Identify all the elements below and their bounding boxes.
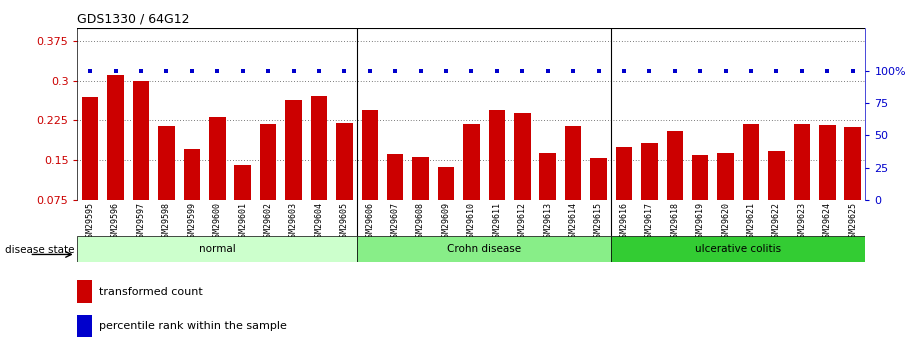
Text: GSM29608: GSM29608 [416, 202, 425, 242]
Text: GSM29613: GSM29613 [543, 202, 552, 242]
Text: GSM29622: GSM29622 [772, 202, 781, 242]
Bar [793, 124, 810, 240]
Bar [357, 236, 611, 262]
Bar [183, 149, 200, 240]
Text: transformed count: transformed count [99, 287, 203, 297]
Text: GSM29605: GSM29605 [340, 202, 349, 242]
Text: GSM29607: GSM29607 [391, 202, 400, 242]
Text: GSM29619: GSM29619 [696, 202, 705, 242]
Text: GSM29624: GSM29624 [823, 202, 832, 242]
Bar [438, 167, 455, 240]
Text: GSM29614: GSM29614 [568, 202, 578, 242]
Bar [133, 81, 149, 240]
Bar [463, 124, 480, 240]
Text: GSM29609: GSM29609 [442, 202, 451, 242]
Text: GSM29601: GSM29601 [238, 202, 247, 242]
Text: GSM29623: GSM29623 [797, 202, 806, 242]
Text: GSM29616: GSM29616 [619, 202, 629, 242]
Text: GSM29617: GSM29617 [645, 202, 654, 242]
Bar [77, 315, 92, 337]
Bar [844, 127, 861, 240]
Text: GSM29600: GSM29600 [213, 202, 221, 242]
Bar [692, 155, 709, 240]
Bar [539, 153, 556, 240]
Text: ulcerative colitis: ulcerative colitis [695, 244, 782, 254]
Text: GSM29611: GSM29611 [492, 202, 501, 242]
Bar [768, 151, 784, 240]
Bar [413, 157, 429, 240]
Text: GSM29604: GSM29604 [314, 202, 323, 242]
Text: GSM29615: GSM29615 [594, 202, 603, 242]
Bar [209, 117, 226, 240]
Bar [514, 112, 530, 240]
Text: GSM29602: GSM29602 [263, 202, 272, 242]
Text: GSM29596: GSM29596 [111, 202, 120, 242]
Bar [107, 75, 124, 240]
Text: GSM29620: GSM29620 [722, 202, 730, 242]
Bar [82, 97, 98, 240]
Text: GDS1330 / 64G12: GDS1330 / 64G12 [77, 12, 189, 25]
Bar [742, 124, 760, 240]
Bar [311, 96, 327, 240]
Bar [667, 131, 683, 240]
Bar [159, 126, 175, 240]
Text: normal: normal [199, 244, 236, 254]
Bar [362, 110, 378, 240]
Text: GSM29625: GSM29625 [848, 202, 857, 242]
Text: percentile rank within the sample: percentile rank within the sample [99, 321, 287, 331]
Bar [260, 124, 276, 240]
Text: GSM29598: GSM29598 [162, 202, 171, 242]
Text: GSM29603: GSM29603 [289, 202, 298, 242]
Bar [234, 165, 251, 240]
Bar [77, 236, 357, 262]
Bar [488, 110, 505, 240]
Bar [616, 147, 632, 240]
Text: GSM29610: GSM29610 [467, 202, 476, 242]
Bar [565, 126, 581, 240]
Bar [285, 100, 302, 240]
Bar [717, 154, 734, 240]
Text: GSM29599: GSM29599 [188, 202, 197, 242]
Text: GSM29595: GSM29595 [86, 202, 95, 242]
Text: Crohn disease: Crohn disease [447, 244, 521, 254]
Text: GSM29612: GSM29612 [517, 202, 527, 242]
Text: GSM29597: GSM29597 [137, 202, 146, 242]
Bar [336, 123, 353, 240]
Text: disease state: disease state [5, 245, 74, 255]
Text: GSM29618: GSM29618 [670, 202, 680, 242]
Text: GSM29621: GSM29621 [746, 202, 755, 242]
Bar [611, 236, 865, 262]
Bar [641, 143, 658, 240]
Text: GSM29606: GSM29606 [365, 202, 374, 242]
Bar [590, 158, 607, 240]
Bar [387, 154, 404, 240]
Bar [819, 125, 835, 240]
Bar [77, 280, 92, 303]
